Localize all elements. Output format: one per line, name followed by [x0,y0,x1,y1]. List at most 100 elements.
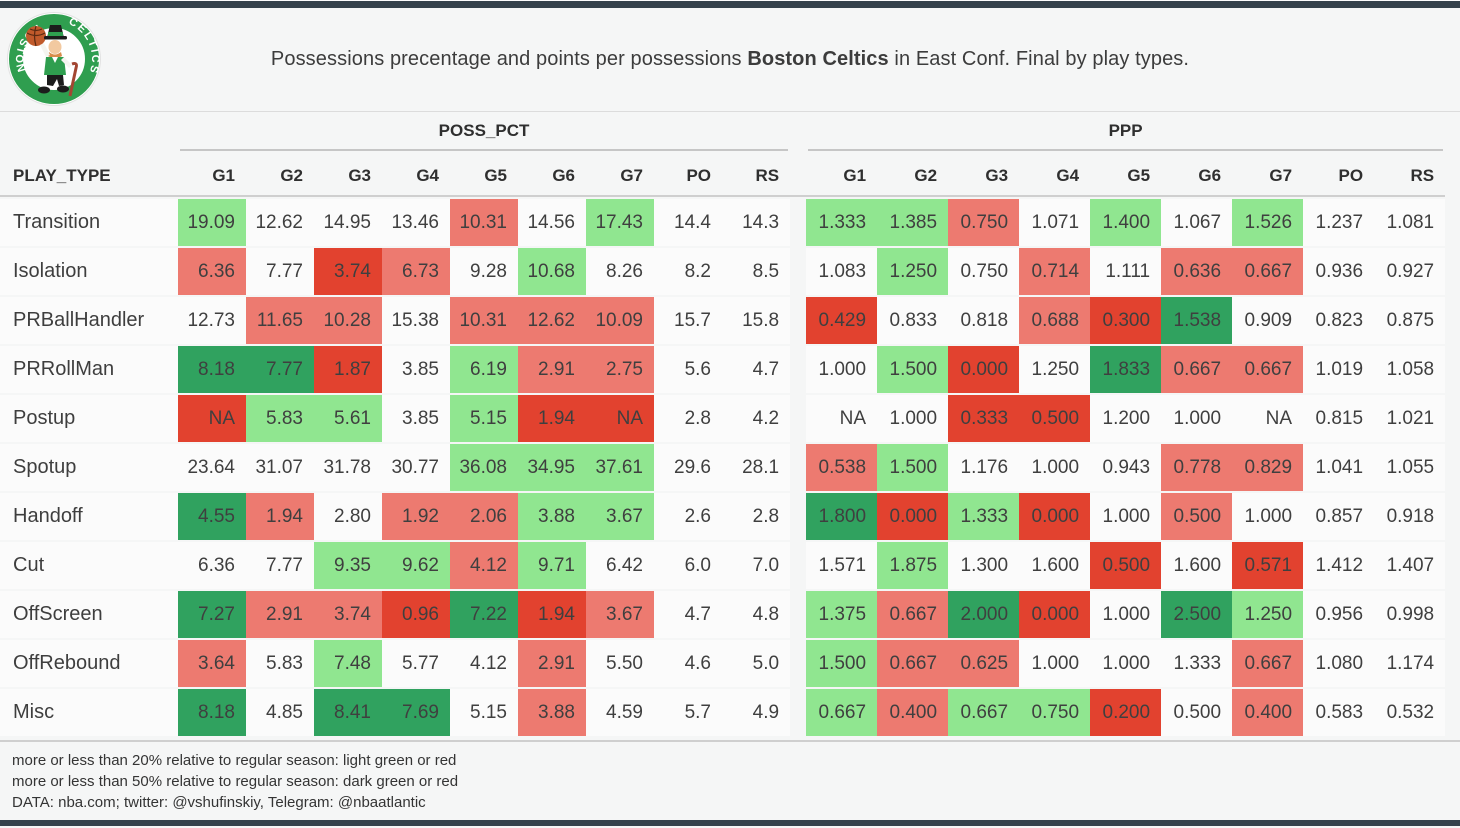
table-row: Cut 6.36 7.77 9.35 9.62 4.12 9.71 6.42 6.0 7.0 1.5… [0,542,1446,589]
cell-poss_pct-g3: 7.48 [314,640,382,687]
cell-ppp-g2: 1.500 [877,346,949,393]
cell-poss_pct-g6: 3.88 [518,493,586,540]
cell-ppp-g5: 0.943 [1090,444,1162,491]
cell-ppp-g2: 1.000 [877,395,949,442]
cell-ppp-g4: 1.071 [1019,199,1091,246]
cell-poss_pct-g1: 7.27 [178,591,246,638]
play-type-table: POSS_PCT PPP PLAY_TYPE G1 G2 G3 G4 G5 G6 G7 PO R… [0,112,1446,738]
cell-ppp-g3: 0.333 [948,395,1020,442]
group-gap [790,395,806,442]
group-gap [790,248,806,295]
cell-ppp-g5: 1.200 [1090,395,1162,442]
cell-ppp-g4: 0.750 [1019,689,1091,736]
cell-poss_pct-g4: 9.62 [382,542,450,589]
column-header-poss_pct-g4: G4 [382,153,450,197]
cell-ppp-g7: 0.829 [1232,444,1304,491]
cell-ppp-g1: 1.500 [806,640,878,687]
cell-poss_pct-g4: 6.73 [382,248,450,295]
cell-poss_pct-po: 5.6 [654,346,722,393]
column-header-ppp-g5: G5 [1090,153,1162,197]
cell-poss_pct-g5: 10.31 [450,297,518,344]
cell-poss_pct-g5: 9.28 [450,248,518,295]
cell-ppp-g1: NA [806,395,878,442]
cell-ppp-g5: 1.111 [1090,248,1162,295]
cell-poss_pct-po: 4.6 [654,640,722,687]
cell-poss_pct-g1: 8.18 [178,346,246,393]
cell-poss_pct-po: 15.7 [654,297,722,344]
table-row: PRRollMan 8.18 7.77 1.87 3.85 6.19 2.91 2.75 5.6… [0,346,1446,393]
table-row: Transition 19.09 12.62 14.95 13.46 10.31 14.56… [0,199,1446,246]
cell-ppp-g2: 0.400 [877,689,949,736]
cell-ppp-g4: 0.714 [1019,248,1091,295]
cell-ppp-po: 1.019 [1303,346,1375,393]
cell-poss_pct-g2: 4.85 [246,689,314,736]
cell-ppp-g6: 1.538 [1161,297,1233,344]
cell-ppp-g4: 0.500 [1019,395,1091,442]
cell-poss_pct-g6: 3.88 [518,689,586,736]
cell-poss_pct-g5: 6.19 [450,346,518,393]
cell-ppp-g1: 0.429 [806,297,878,344]
cell-ppp-g2: 0.833 [877,297,949,344]
column-header-ppp-g1: G1 [806,153,878,197]
group-gap [790,199,806,246]
cell-ppp-g7: 1.000 [1232,493,1304,540]
cell-ppp-g7: 0.667 [1232,640,1304,687]
group-gap [790,444,806,491]
leprechaun-figure [26,25,78,97]
cell-poss_pct-g6: 1.94 [518,395,586,442]
cell-ppp-po: 0.815 [1303,395,1375,442]
cell-poss_pct-g6: 2.91 [518,346,586,393]
table-row: Postup NA 5.83 5.61 3.85 5.15 1.94 NA 2.8 4.2 NA 1.… [0,395,1446,442]
data-source-note: DATA: nba.com; twitter: @vshufinskiy, Te… [12,794,426,811]
cell-poss_pct-g3: 8.41 [314,689,382,736]
play-type-label: Spotup [0,444,178,491]
play-type-label: Cut [0,542,178,589]
cell-ppp-g3: 0.750 [948,248,1020,295]
cell-poss_pct-po: 8.2 [654,248,722,295]
title-prefix: Possessions precentage and points per po… [270,48,748,70]
cell-poss_pct-g3: 9.35 [314,542,382,589]
play-type-label: OffScreen [0,591,178,638]
cell-ppp-g1: 1.333 [806,199,878,246]
cell-poss_pct-g2: 5.83 [246,640,314,687]
cell-ppp-po: 1.412 [1303,542,1375,589]
cell-ppp-g3: 0.667 [948,689,1020,736]
cell-poss_pct-g2: 31.07 [246,444,314,491]
cell-ppp-g6: 0.500 [1161,689,1233,736]
cell-poss_pct-g5: 2.06 [450,493,518,540]
cell-ppp-po: 0.857 [1303,493,1375,540]
cell-ppp-g5: 0.200 [1090,689,1162,736]
cell-ppp-g6: 0.778 [1161,444,1233,491]
column-header-ppp-po: PO [1303,153,1375,197]
cell-ppp-g6: 1.067 [1161,199,1233,246]
cell-poss_pct-g6: 1.94 [518,591,586,638]
legend-notes: more or less than 20% relative to regula… [0,742,1460,813]
cell-poss_pct-g6: 14.56 [518,199,586,246]
cell-ppp-g5: 1.400 [1090,199,1162,246]
column-header-poss_pct-g1: G1 [178,153,246,197]
cell-poss_pct-rs: 5.0 [722,640,791,687]
cell-poss_pct-g4: 3.85 [382,395,450,442]
cell-ppp-g3: 1.176 [948,444,1020,491]
cell-ppp-g5: 1.833 [1090,346,1162,393]
cell-poss_pct-po: 6.0 [654,542,722,589]
title-team-name: Boston Celtics [747,48,889,70]
cell-ppp-g3: 1.333 [948,493,1020,540]
group-gap [790,493,806,540]
group-header-ppp: PPP [806,114,1445,151]
cell-ppp-g7: 0.909 [1232,297,1304,344]
table-row: Misc 8.18 4.85 8.41 7.69 5.15 3.88 4.59 5.7 4.9 0.… [0,689,1446,736]
cell-poss_pct-po: 4.7 [654,591,722,638]
column-header-ppp-g6: G6 [1161,153,1233,197]
cell-ppp-g4: 1.250 [1019,346,1091,393]
cell-ppp-g4: 1.600 [1019,542,1091,589]
cell-poss_pct-g5: 5.15 [450,395,518,442]
cell-poss_pct-g6: 12.62 [518,297,586,344]
bottom-accent-bar [0,820,1460,826]
cell-poss_pct-g7: 5.50 [586,640,654,687]
cell-ppp-g2: 0.667 [877,591,949,638]
cell-ppp-g3: 1.300 [948,542,1020,589]
cell-ppp-g7: 1.526 [1232,199,1304,246]
cell-ppp-g1: 1.083 [806,248,878,295]
boston-celtics-logo: BOSTON CELTICS [6,11,102,107]
